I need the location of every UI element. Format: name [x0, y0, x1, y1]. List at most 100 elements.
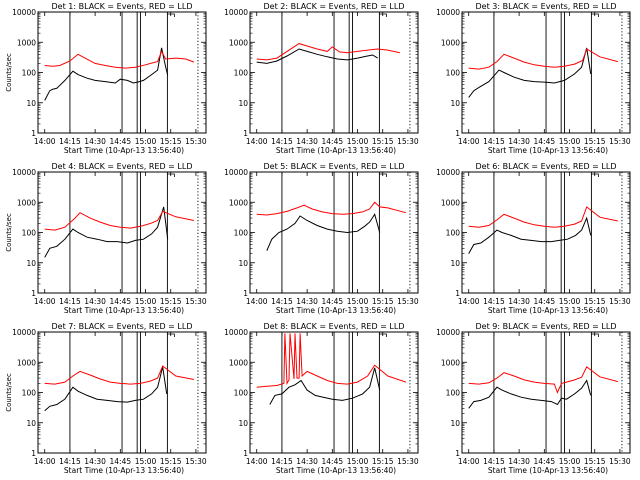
- panel-title: Det 7: BLACK = Events, RED = LLD: [52, 322, 193, 331]
- detector-panel-9: Det 9: BLACK = Events, RED = LLD 1 10 100 10…: [436, 322, 631, 475]
- y-tick-label: 10000: [224, 168, 248, 177]
- x-tick-label: 14:30: [84, 137, 106, 146]
- y-tick-label: 100: [22, 389, 37, 398]
- x-tick-label: 14:45: [534, 297, 556, 306]
- y-tick-label: 1000: [229, 358, 248, 367]
- y-tick-label: 1: [31, 129, 36, 138]
- marker-flag: [591, 173, 599, 177]
- x-tick-label: 15:00: [347, 457, 369, 466]
- panel-title: Det 4: BLACK = Events, RED = LLD: [52, 162, 193, 171]
- y-tick-label: 1: [31, 289, 36, 298]
- y-tick-label: 100: [234, 69, 249, 78]
- x-tick-label: 15:30: [397, 137, 419, 146]
- x-tick-label: 14:30: [508, 297, 530, 306]
- plot-frame: [461, 11, 631, 134]
- plot-frame: [249, 171, 419, 294]
- x-tick-label: 15:30: [609, 297, 631, 306]
- x-axis-label: Start Time (10-Apr-13 13:56:40): [64, 146, 184, 155]
- x-tick-label: 15:30: [397, 297, 419, 306]
- y-tick-label: 1: [243, 449, 248, 458]
- x-axis-label: Start Time (10-Apr-13 13:56:40): [276, 146, 396, 155]
- y-tick-label: 100: [22, 69, 37, 78]
- x-tick-label: 15:30: [609, 457, 631, 466]
- x-tick-label: 14:15: [271, 137, 293, 146]
- marker-flag: [167, 13, 175, 17]
- x-tick-label: 14:00: [458, 457, 480, 466]
- x-tick-label: 14:00: [458, 297, 480, 306]
- x-tick-label: 15:00: [559, 297, 581, 306]
- y-tick-label: 100: [234, 229, 249, 238]
- y-tick-label: 1000: [17, 198, 36, 207]
- x-tick-label: 14:30: [84, 297, 106, 306]
- series-lld-line: [44, 50, 195, 69]
- y-tick-label: 1000: [17, 358, 36, 367]
- x-tick-label: 14:45: [110, 297, 132, 306]
- x-tick-label: 15:15: [160, 297, 182, 306]
- y-tick-label: 100: [446, 69, 461, 78]
- y-tick-label: 1: [455, 449, 460, 458]
- series-lld-line: [468, 206, 619, 228]
- x-tick-label: 14:00: [34, 137, 56, 146]
- x-tick-label: 14:45: [110, 457, 132, 466]
- y-axis-label: Counts/sec: [5, 53, 13, 92]
- detector-panel-2: Det 2: BLACK = Events, RED = LLD 1 10 100 10…: [224, 2, 419, 155]
- series-events-line: [468, 216, 592, 254]
- y-tick-label: 1: [243, 129, 248, 138]
- x-tick-label: 15:30: [185, 457, 207, 466]
- x-tick-label: 15:30: [185, 297, 207, 306]
- x-tick-label: 15:15: [584, 137, 606, 146]
- x-tick-label: 15:30: [609, 137, 631, 146]
- x-tick-label: 14:45: [322, 457, 344, 466]
- plot-frame: [37, 331, 207, 454]
- marker-flag: [167, 333, 175, 337]
- y-tick-label: 1000: [17, 38, 36, 47]
- x-tick-label: 14:15: [271, 457, 293, 466]
- x-axis-label: Start Time (10-Apr-13 13:56:40): [64, 306, 184, 315]
- x-tick-label: 14:45: [322, 297, 344, 306]
- x-tick-label: 14:15: [483, 137, 505, 146]
- detector-panel-4: Det 4: BLACK = Events, RED = LLD Counts/s…: [5, 162, 207, 315]
- x-tick-label: 14:30: [296, 297, 318, 306]
- series-events-line: [468, 47, 592, 98]
- x-tick-label: 14:30: [508, 137, 530, 146]
- x-tick-label: 14:30: [84, 457, 106, 466]
- detector-panel-6: Det 6: BLACK = Events, RED = LLD 1 10 100 10…: [436, 162, 631, 315]
- x-tick-label: 15:00: [135, 297, 157, 306]
- y-tick-label: 10000: [224, 328, 248, 337]
- y-axis-label: Counts/sec: [5, 213, 13, 252]
- y-tick-label: 1000: [229, 198, 248, 207]
- y-tick-label: 10000: [12, 328, 36, 337]
- panel-title: Det 3: BLACK = Events, RED = LLD: [476, 2, 617, 11]
- y-tick-label: 10: [450, 99, 460, 108]
- y-tick-label: 10: [26, 99, 36, 108]
- panel-title: Det 6: BLACK = Events, RED = LLD: [476, 162, 617, 171]
- series-lld-line: [256, 201, 407, 216]
- x-tick-label: 14:00: [246, 297, 268, 306]
- panel-title: Det 8: BLACK = Events, RED = LLD: [264, 322, 405, 331]
- x-tick-label: 14:30: [296, 457, 318, 466]
- y-tick-label: 100: [446, 389, 461, 398]
- series-events-line: [256, 48, 378, 64]
- y-tick-label: 1: [243, 289, 248, 298]
- y-tick-label: 100: [234, 389, 249, 398]
- y-tick-label: 10: [238, 99, 248, 108]
- series-events-line: [44, 366, 168, 412]
- y-tick-label: 1000: [441, 38, 460, 47]
- y-tick-label: 10: [26, 419, 36, 428]
- series-events-line: [269, 367, 381, 405]
- x-axis-label: Start Time (10-Apr-13 13:56:40): [64, 466, 184, 475]
- x-tick-label: 14:00: [458, 137, 480, 146]
- y-tick-label: 10000: [12, 168, 36, 177]
- marker-flag: [591, 333, 599, 337]
- x-axis-label: Start Time (10-Apr-13 13:56:40): [488, 466, 608, 475]
- detector-panel-1: Det 1: BLACK = Events, RED = LLD Counts/s…: [5, 2, 207, 155]
- y-tick-label: 1: [31, 449, 36, 458]
- x-tick-label: 15:30: [397, 457, 419, 466]
- panel-title: Det 5: BLACK = Events, RED = LLD: [264, 162, 405, 171]
- marker-flag: [379, 13, 387, 17]
- marker-flag: [167, 173, 175, 177]
- x-tick-label: 15:00: [559, 137, 581, 146]
- detector-panel-3: Det 3: BLACK = Events, RED = LLD 1 10 100 10…: [436, 2, 631, 155]
- y-tick-label: 10: [450, 419, 460, 428]
